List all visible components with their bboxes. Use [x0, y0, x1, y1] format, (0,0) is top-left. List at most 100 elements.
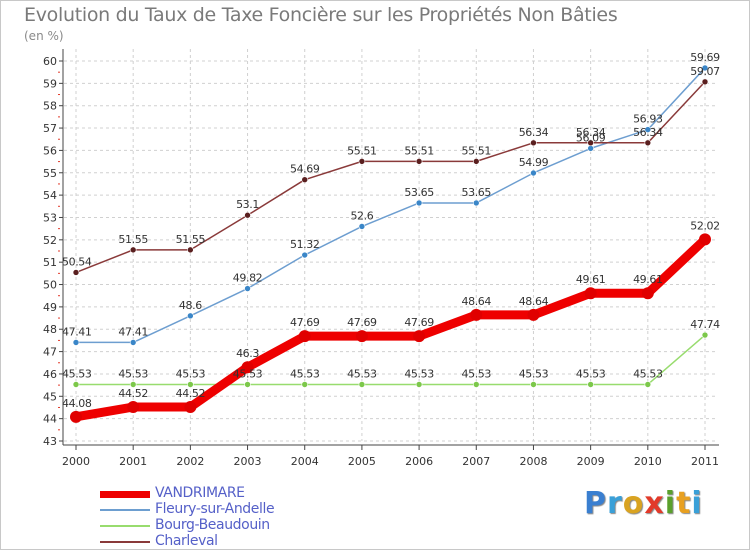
data-point — [530, 381, 537, 388]
data-label: 44.52 — [176, 387, 206, 400]
series-line-2 — [75, 334, 706, 386]
logo-letter: r — [607, 486, 623, 521]
y-tick-label: 54 — [43, 189, 57, 202]
data-point — [301, 251, 309, 259]
data-label: 48.64 — [519, 295, 549, 308]
legend-swatch — [100, 541, 150, 543]
x-tick-label: 2005 — [348, 455, 376, 468]
data-label: 49.82 — [233, 272, 263, 285]
series-line-1 — [75, 67, 706, 344]
data-label: 45.53 — [462, 367, 492, 380]
y-tick-label: 43 — [43, 435, 57, 448]
x-tick-label: 2011 — [691, 455, 719, 468]
data-point — [244, 381, 251, 388]
data-point — [701, 331, 709, 339]
data-point — [70, 410, 82, 423]
data-label: 44.08 — [62, 397, 92, 410]
y-tick-label: 48 — [43, 323, 57, 336]
data-label: 52.6 — [350, 209, 373, 222]
data-point — [527, 308, 540, 321]
data-label: 48.64 — [462, 295, 492, 308]
data-label: 53.65 — [404, 186, 434, 199]
data-label: 47.74 — [690, 318, 720, 331]
y-tick-label: 50 — [43, 279, 57, 292]
data-label: 54.99 — [519, 156, 549, 169]
y-tick-label: 59 — [43, 77, 57, 90]
data-label: 55.51 — [404, 144, 434, 157]
data-label: 59.69 — [690, 51, 720, 64]
data-point — [415, 199, 423, 207]
x-tick-label: 2007 — [462, 455, 490, 468]
data-point — [641, 287, 654, 300]
data-label: 45.53 — [233, 367, 263, 380]
logo-letter: o — [622, 486, 645, 521]
data-point — [244, 211, 251, 219]
legend-label: VANDRIMARE — [155, 485, 245, 501]
data-label: 59.07 — [690, 65, 720, 78]
data-point — [530, 139, 537, 147]
data-label: 46.3 — [236, 347, 259, 360]
data-label: 51.55 — [118, 233, 148, 246]
data-label: 45.53 — [519, 367, 549, 380]
data-point — [301, 176, 309, 183]
data-label: 47.69 — [347, 316, 377, 329]
logo-letter: i — [664, 486, 677, 521]
logo-letter: i — [691, 486, 703, 521]
y-tick-label: 55 — [43, 167, 57, 180]
legend-swatch — [100, 509, 150, 511]
proxiti-logo: Proxiti — [584, 486, 703, 521]
legend-swatch — [100, 490, 150, 498]
y-tick-label: 56 — [43, 144, 57, 157]
data-point — [298, 330, 311, 343]
data-point — [584, 287, 597, 300]
data-label: 52.02 — [690, 219, 720, 232]
data-point — [301, 381, 309, 388]
x-tick-label: 2008 — [519, 455, 547, 468]
data-point — [472, 199, 480, 207]
data-label: 56.34 — [633, 126, 663, 139]
data-label: 44.52 — [118, 387, 148, 400]
data-point — [472, 158, 480, 165]
y-tick-label: 53 — [43, 211, 57, 224]
logo-letter: P — [584, 486, 607, 521]
logo-letter: t — [676, 486, 692, 521]
axis-layer: 43 44 45 46 47 48 49 50 51 52 53 54 55 56 57 58 59 60 2000… — [43, 49, 719, 468]
data-point — [355, 330, 368, 343]
logo-letter: x — [644, 486, 665, 521]
data-label: 45.53 — [576, 367, 606, 380]
y-tick-label: 46 — [43, 368, 57, 381]
data-label: 49.61 — [633, 273, 663, 286]
data-point — [644, 381, 652, 388]
y-tick-label: 44 — [43, 413, 57, 426]
x-tick-label: 2000 — [62, 455, 90, 468]
data-label: 47.69 — [290, 316, 320, 329]
data-point — [530, 169, 537, 177]
data-label: 45.53 — [176, 367, 206, 380]
data-point — [358, 223, 366, 230]
data-point — [413, 330, 426, 343]
data-point — [129, 246, 137, 254]
x-tick-label: 2004 — [291, 455, 319, 468]
y-tick-label: 49 — [43, 301, 57, 314]
data-point — [472, 381, 480, 388]
y-tick-label: 51 — [43, 256, 57, 269]
data-point — [72, 381, 80, 388]
y-tick-label: 45 — [43, 390, 57, 403]
data-label-layer: 44.08 44.52 44.52 46.3 47.69 47.69 47.69 48.64 4… — [62, 51, 721, 410]
data-point — [127, 401, 140, 414]
data-point — [241, 361, 254, 374]
y-tick-label: 57 — [43, 122, 57, 135]
data-point — [470, 308, 483, 321]
chart-title: Evolution du Taux de Taxe Foncière sur l… — [24, 4, 618, 26]
x-tick-label: 2001 — [119, 455, 147, 468]
data-label: 54.69 — [290, 163, 320, 176]
data-label: 49.61 — [576, 273, 606, 286]
data-label: 48.6 — [179, 299, 202, 312]
legend-label: Charleval — [155, 533, 218, 549]
x-tick-label: 2002 — [176, 455, 204, 468]
data-point — [187, 381, 194, 388]
data-label: 56.09 — [576, 131, 606, 144]
data-label: 45.53 — [118, 367, 148, 380]
data-label: 55.51 — [462, 144, 492, 157]
